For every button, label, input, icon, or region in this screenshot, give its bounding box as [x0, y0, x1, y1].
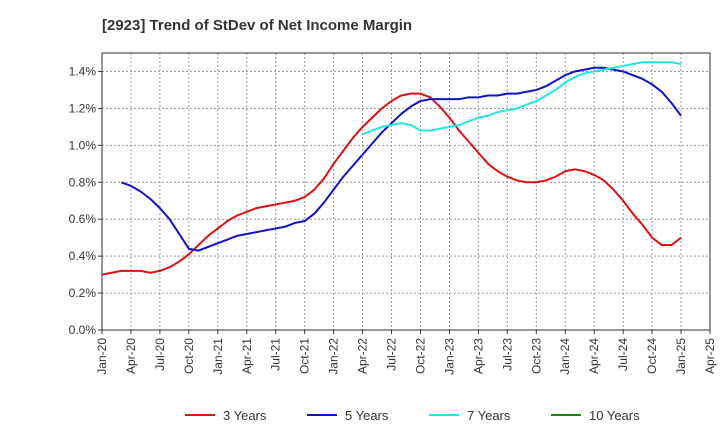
x-axis-ticks: Jan-20 Apr-20 Jul-20 Oct-20 Jan-21 Apr-21 Jul-…: [95, 330, 717, 375]
y-tick-label: 1.4%: [69, 64, 97, 78]
x-tick-label: Jan-23: [442, 338, 456, 375]
x-tick-label: Jul-24: [616, 338, 630, 371]
x-tick-label: Oct-22: [413, 338, 427, 374]
y-tick-label: 1.0%: [69, 138, 97, 152]
y-tick-label: 0.4%: [69, 249, 97, 263]
legend-label-2: 7 Years: [467, 408, 511, 423]
y-tick-label: 0.8%: [69, 175, 97, 189]
y-axis-ticks: 0.0% 0.2% 0.4% 0.6% 0.8% 1.0% 1.2% 1.4%: [69, 64, 102, 337]
legend-label-0: 3 Years: [223, 408, 267, 423]
y-tick-label: 0.2%: [69, 286, 97, 300]
plot-frame: [101, 52, 711, 331]
x-tick-label: Oct-24: [645, 338, 659, 374]
x-tick-label: Apr-23: [471, 338, 485, 374]
x-tick-label: Jan-20: [95, 338, 109, 375]
x-tick-label: Apr-21: [240, 338, 254, 374]
x-tick-label: Apr-25: [703, 338, 717, 374]
x-tick-label: Jan-24: [558, 338, 572, 375]
series-line-2: [362, 61, 682, 136]
legend-label-1: 5 Years: [345, 408, 389, 423]
y-tick-label: 1.2%: [69, 101, 97, 115]
chart-title: [2923] Trend of StDev of Net Income Marg…: [102, 17, 412, 34]
series-line-1: [120, 66, 682, 252]
x-tick-label: Apr-24: [587, 338, 601, 374]
legend: 3 Years 5 Years 7 Years 10 Years: [185, 408, 640, 423]
x-tick-label: Oct-20: [182, 338, 196, 374]
series-line-0: [101, 92, 682, 276]
x-tick-label: Oct-23: [529, 338, 543, 374]
legend-label-3: 10 Years: [589, 408, 640, 423]
x-tick-label: Jul-22: [385, 338, 399, 371]
x-tick-label: Jul-20: [153, 338, 167, 371]
x-tick-label: Apr-20: [124, 338, 138, 374]
y-tick-label: 0.0%: [69, 323, 97, 337]
x-tick-label: Jan-21: [211, 338, 225, 375]
grid: [101, 53, 711, 331]
series-lines: [101, 61, 682, 276]
x-tick-label: Jan-22: [327, 338, 341, 375]
x-tick-label: Jul-23: [500, 338, 514, 371]
x-tick-label: Apr-22: [356, 338, 370, 374]
x-tick-label: Jul-21: [269, 338, 283, 371]
y-tick-label: 0.6%: [69, 212, 97, 226]
x-tick-label: Oct-21: [298, 338, 312, 374]
x-tick-label: Jan-25: [674, 338, 688, 375]
